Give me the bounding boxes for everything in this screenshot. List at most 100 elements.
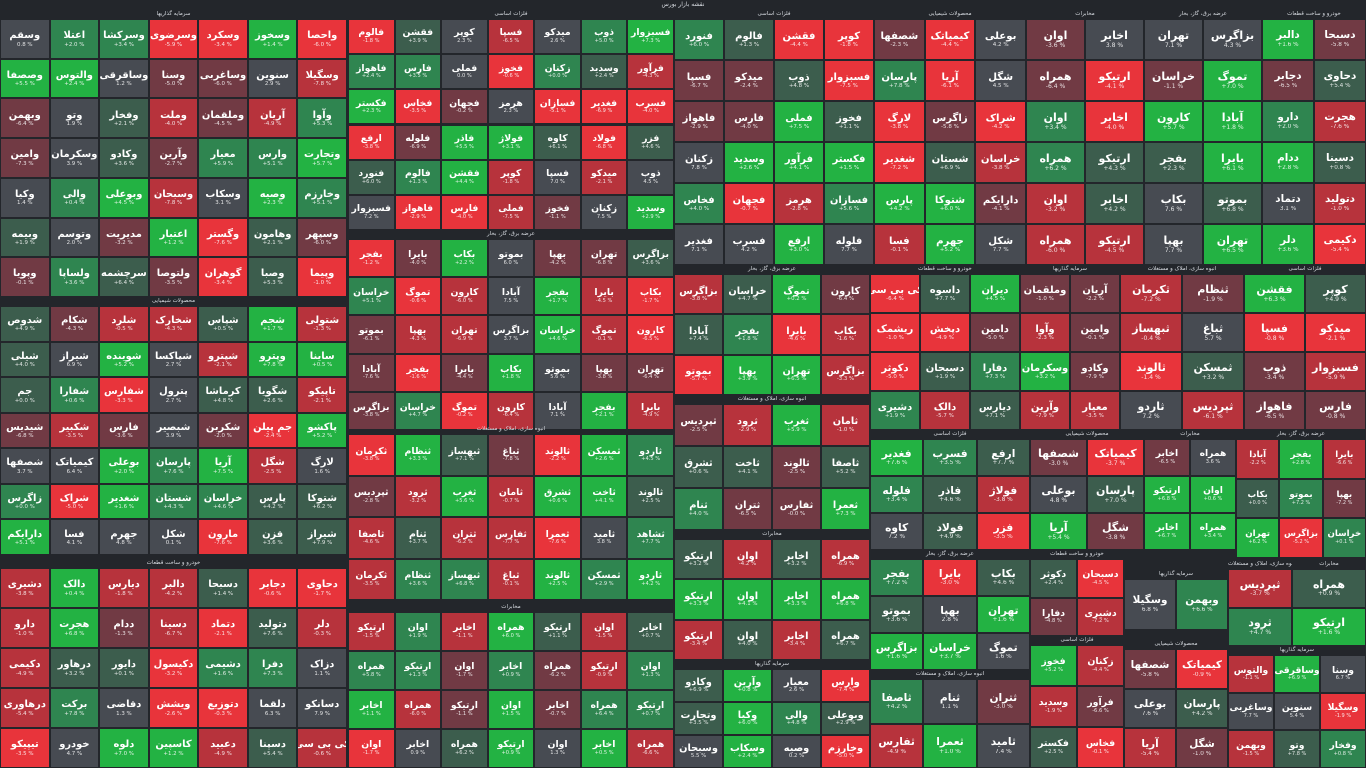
stock-tile[interactable]: ثبهساز -0.4 %	[1120, 313, 1182, 352]
stock-tile[interactable]: هرمز -2.8 %	[774, 183, 824, 224]
stock-tile[interactable]: زکنان -4.4 %	[1077, 645, 1124, 686]
stock-tile[interactable]: وخارزم -5.0 %	[821, 735, 870, 768]
stock-tile[interactable]: ویشش -2.6 %	[148, 688, 199, 728]
stock-tile[interactable]: میدکو -2.1 %	[1305, 313, 1366, 352]
stock-tile[interactable]: ثکرمان -7.2 %	[1120, 274, 1182, 313]
stock-tile[interactable]: فجهان -0.7 %	[724, 183, 774, 224]
stock-tile[interactable]: دالک -5.7 %	[920, 391, 970, 430]
stock-tile[interactable]: وپویا -0.1 %	[0, 257, 50, 297]
stock-tile[interactable]: بکاب 7.6 %	[1144, 183, 1203, 224]
stock-tile[interactable]: دجابر -6.5 %	[1262, 60, 1314, 101]
stock-tile[interactable]: دشیری +1.9 %	[870, 391, 920, 430]
stock-tile[interactable]: وکیا 1.4 %	[0, 177, 50, 218]
stock-tile[interactable]: سنوین 2.9 %	[247, 58, 298, 99]
stock-tile[interactable]: دلقما 6.3 %	[247, 688, 298, 728]
stock-tile[interactable]: فکستر +1.5 %	[824, 142, 874, 183]
stock-tile[interactable]: زاگرس -5.8 %	[924, 101, 976, 142]
stock-tile[interactable]: ولتوصا -3.5 %	[148, 257, 199, 297]
stock-tile[interactable]: وتو 1.9 %	[49, 98, 100, 139]
stock-tile[interactable]: ارتیکو +1.3 %	[394, 651, 442, 690]
stock-tile[interactable]: دکوثر -5.0 %	[870, 352, 920, 391]
stock-tile[interactable]: بهپا -3.8 %	[580, 353, 628, 392]
stock-tile[interactable]: فغدیر +7.6 %	[870, 439, 924, 476]
stock-tile[interactable]: دالبر +1.6 %	[1262, 19, 1314, 60]
stock-tile[interactable]: فسپا -6.7 %	[674, 60, 724, 101]
stock-tile[interactable]: وامین -7.3 %	[0, 138, 50, 178]
stock-tile[interactable]: ثنظام +3.3 %	[394, 434, 442, 476]
stock-tile[interactable]: فکستر +2.5 %	[1030, 727, 1077, 768]
stock-tile[interactable]: شصفها -2.3 %	[874, 19, 925, 60]
stock-tile[interactable]: جهرم 4.8 %	[99, 519, 149, 555]
stock-tile[interactable]: میدکو 2.6 %	[534, 19, 581, 55]
stock-tile[interactable]: دفارا +7.3 %	[970, 352, 1020, 391]
stock-tile[interactable]: بموتو +3.6 %	[870, 596, 924, 633]
stock-tile[interactable]: ثباغ 5.7 %	[1182, 313, 1244, 352]
stock-tile[interactable]: بفجر -1.2 %	[348, 239, 395, 278]
stock-tile[interactable]: همراه -6.4 %	[1026, 60, 1085, 101]
stock-tile[interactable]: همراه +6.2 %	[441, 729, 488, 768]
stock-tile[interactable]: وسرضوی -5.9 %	[148, 19, 199, 59]
stock-tile[interactable]: میدکو -2.4 %	[724, 60, 774, 101]
stock-tile[interactable]: تاپیکو -2.1 %	[297, 377, 347, 413]
stock-tile[interactable]: تهران -6.8 %	[580, 239, 628, 278]
stock-tile[interactable]: شکام -4.3 %	[49, 306, 100, 342]
stock-tile[interactable]: شکربن -2.0 %	[198, 412, 248, 449]
stock-tile[interactable]: اوان +0.6 %	[1190, 476, 1236, 513]
stock-tile[interactable]: اخابر +6.7 %	[1144, 513, 1190, 550]
stock-tile[interactable]: همراه -6.0 %	[1026, 224, 1085, 265]
stock-tile[interactable]: فلوله +3.4 %	[870, 476, 924, 513]
stock-tile[interactable]: بفجر +2.3 %	[1144, 142, 1203, 183]
stock-tile[interactable]: فسرب -4.0 %	[627, 89, 674, 125]
stock-tile[interactable]: اوان +1.3 %	[627, 651, 674, 690]
stock-tile[interactable]: فسرب +3.5 %	[923, 439, 977, 476]
stock-tile[interactable]: شغدیر -7.2 %	[874, 142, 925, 183]
stock-tile[interactable]: بهپا 7.7 %	[1144, 224, 1203, 265]
stock-tile[interactable]: دسینا +0.8 %	[1314, 142, 1366, 183]
stock-tile[interactable]: دحاوی +5.4 %	[1314, 60, 1366, 101]
stock-tile[interactable]: شراک -4.2 %	[975, 101, 1026, 142]
stock-tile[interactable]: دکیمی -4.9 %	[0, 648, 50, 688]
stock-tile[interactable]: فسپا -0.8 %	[1244, 313, 1305, 352]
stock-tile[interactable]: پارسان +4.2 %	[1176, 688, 1228, 729]
stock-tile[interactable]: بموتو 6.0 %	[487, 239, 535, 278]
stock-tile[interactable]: بایرا +6.1 %	[1203, 142, 1262, 183]
stock-tile[interactable]: دسینا -6.7 %	[148, 608, 199, 648]
stock-tile[interactable]: ریشمک -1.0 %	[870, 313, 920, 352]
stock-tile[interactable]: همراه -6.6 %	[627, 729, 674, 768]
stock-tile[interactable]: همراه +5.8 %	[348, 651, 395, 690]
stock-tile[interactable]: فسا -0.1 %	[874, 224, 925, 265]
stock-tile[interactable]: فقشن +6.3 %	[1244, 274, 1305, 313]
stock-tile[interactable]: وساغربی -6.0 %	[198, 58, 248, 99]
stock-tile[interactable]: اوان +4.0 %	[723, 619, 772, 660]
stock-tile[interactable]: وکادو +3.6 %	[99, 138, 149, 178]
stock-tile[interactable]: ثالوند -1.4 %	[1120, 352, 1182, 391]
stock-tile[interactable]: ساینا +0.5 %	[297, 341, 347, 378]
stock-tile[interactable]: شصفها -3.0 %	[1030, 439, 1087, 476]
stock-tile[interactable]: وسدید +2.4 %	[580, 54, 628, 90]
stock-tile[interactable]: سنوین 5.4 %	[1274, 692, 1320, 731]
stock-tile[interactable]: ثشرق +0.6 %	[674, 446, 723, 488]
stock-tile[interactable]: وسرکشا +3.4 %	[99, 19, 149, 59]
stock-tile[interactable]: فاذر +5.5 %	[441, 124, 488, 160]
stock-tile[interactable]: دامین -5.0 %	[970, 313, 1020, 352]
stock-tile[interactable]: اوان +1.5 %	[487, 690, 535, 729]
stock-tile[interactable]: مارون -7.6 %	[198, 519, 248, 555]
stock-tile[interactable]: ارتیکو +0.9 %	[487, 729, 535, 768]
stock-tile[interactable]: تموگ +0.2 %	[772, 274, 821, 315]
stock-tile[interactable]: شپترو -2.1 %	[198, 341, 248, 378]
stock-tile[interactable]: بوعلی 4.8 %	[1030, 476, 1087, 513]
stock-tile[interactable]: ثالوند +2.5 %	[534, 558, 581, 600]
stock-tile[interactable]: وسکرد -3.4 %	[198, 19, 248, 59]
stock-tile[interactable]: وصصفا +5.5 %	[0, 58, 50, 99]
stock-tile[interactable]: زکنان 7.5 %	[580, 194, 628, 230]
stock-tile[interactable]: تموگ -0.1 %	[580, 315, 628, 354]
stock-tile[interactable]: وسگیلا -7.8 %	[297, 58, 347, 99]
stock-tile[interactable]: شستان +4.3 %	[148, 483, 199, 520]
stock-tile[interactable]: فسبزوار 7.2 %	[348, 194, 395, 230]
stock-tile[interactable]: ثفارس -4.9 %	[870, 723, 924, 768]
stock-tile[interactable]: تهران +6.5 %	[772, 354, 821, 395]
stock-tile[interactable]: فغدیر -6.9 %	[580, 89, 628, 125]
stock-tile[interactable]: وساغربی 7.7 %	[1228, 692, 1274, 731]
stock-tile[interactable]: ثمسکن +2.6 %	[580, 434, 628, 476]
stock-tile[interactable]: جم پیلن -2.4 %	[247, 412, 298, 449]
